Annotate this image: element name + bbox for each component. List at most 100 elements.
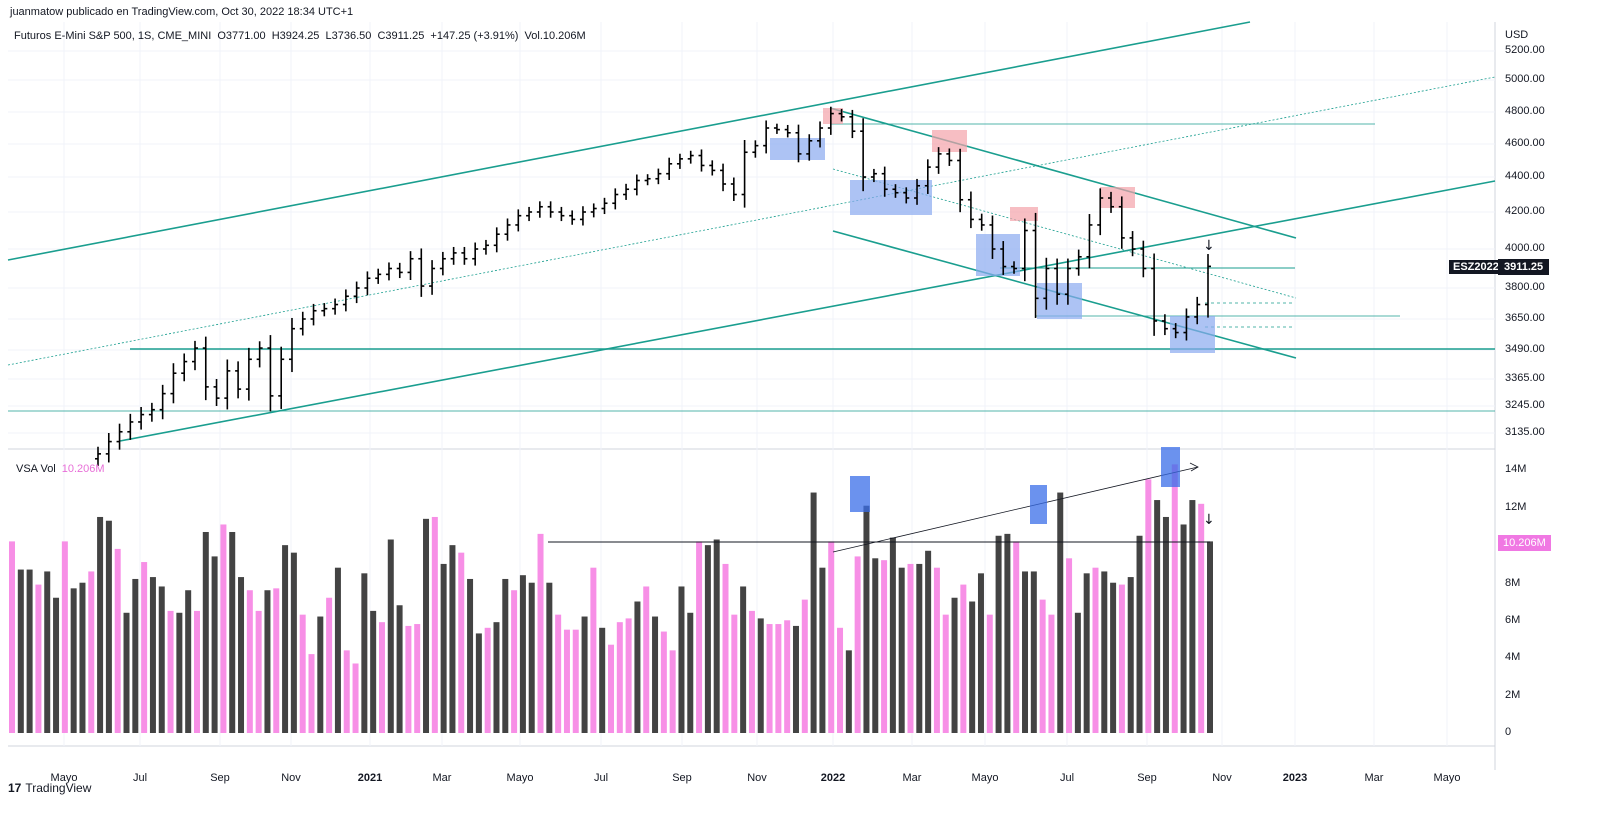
volume-bar (537, 533, 544, 733)
volume-bar (960, 584, 967, 733)
ohlc-bar (1172, 323, 1179, 339)
vsa-highlight-box (850, 476, 870, 512)
volume-bar (845, 650, 852, 733)
volume-bar (26, 569, 33, 733)
volume-bar (158, 586, 165, 733)
time-tick-label: Mayo (1433, 772, 1461, 784)
volume-bar (837, 627, 844, 733)
time-tick-label: Nov (1212, 772, 1232, 784)
volume-bar (458, 552, 465, 733)
volume-bar (405, 625, 412, 733)
volume-tick-label: 8M (1505, 577, 1521, 589)
volume-bar (1118, 584, 1125, 733)
brand-name: TradingView (25, 781, 92, 795)
volume-bar (484, 627, 491, 733)
ohlc-bar (536, 201, 543, 218)
ohlc-bar (1011, 261, 1018, 274)
ohlc-bar (418, 248, 425, 297)
volume-bar (423, 518, 430, 733)
ohlc-bar (1118, 196, 1125, 249)
volume-tick-label: 4M (1505, 651, 1521, 663)
time-tick-label: Jul (1059, 772, 1075, 784)
ohlc-bar (1075, 249, 1082, 276)
ohlc-bar (1161, 314, 1168, 336)
volume-bar (995, 535, 1002, 733)
volume-bar (801, 599, 808, 733)
volume-bar (951, 597, 958, 733)
volume-bar (731, 614, 738, 733)
ohlc-bar (795, 124, 802, 163)
ohlc-bar (385, 262, 392, 281)
volume-bar (1013, 541, 1020, 733)
volume-bar (704, 545, 711, 733)
volume-bar (1171, 464, 1178, 733)
volume-bar (881, 560, 888, 733)
volume-bar (555, 614, 562, 733)
time-tick-label: Nov (281, 772, 301, 784)
ohlc-bar (321, 303, 328, 317)
volume-bar (255, 610, 262, 733)
ohlc-bar (569, 210, 576, 225)
ohlc-bar (267, 335, 274, 412)
down-arrow-icon: ↓ (1203, 238, 1215, 254)
ohlc-bar (504, 218, 511, 241)
ohlc-bar (838, 108, 845, 122)
volume-bar (608, 644, 614, 733)
vsa-highlight-box (1030, 485, 1047, 524)
vsa-value: 10.206M (61, 463, 105, 475)
price-tick-label: 4000.00 (1505, 242, 1545, 254)
volume-bar (352, 663, 359, 733)
ohlc-legend: Futuros E-Mini S&P 500, 1S, CME_MINI O37… (14, 30, 589, 42)
volume-bar (907, 563, 914, 733)
ohlc-bar (202, 336, 209, 401)
volume-bar (757, 618, 764, 733)
ohlc-bar (687, 150, 694, 164)
ohlc-bar (957, 148, 964, 213)
volume-tick-label: 14M (1505, 463, 1527, 475)
volume-bar (511, 590, 518, 733)
ohlc-bar (235, 361, 242, 399)
time-tick-label: Mar (902, 772, 922, 784)
volume-bar (1162, 516, 1169, 733)
volume-bar (431, 516, 438, 733)
price-tick-label: 4800.00 (1505, 105, 1545, 117)
ohlc-bar (159, 384, 166, 420)
tradingview-mark-icon: 17 (8, 781, 22, 795)
ohlc-bar (849, 109, 856, 139)
high-value: H3924.25 (271, 30, 320, 42)
vsa-name: VSA Vol (16, 463, 56, 475)
volume-bar (1180, 524, 1187, 733)
price-tick-label: 4400.00 (1505, 170, 1545, 182)
ohlc-bar (396, 262, 403, 279)
volume-bar (1154, 500, 1161, 733)
volume-bar (35, 584, 42, 733)
volume-bar (766, 624, 773, 733)
vsa-highlight-box (1161, 447, 1180, 487)
volume-bar (1189, 500, 1196, 733)
ohlc-bar (590, 203, 597, 218)
ohlc-bar (1129, 231, 1136, 257)
ohlc-bar (299, 311, 306, 336)
volume-bar (1136, 535, 1143, 733)
volume-bar (872, 558, 879, 733)
ohlc-bar (1064, 258, 1071, 305)
price-tick-label: 3490.00 (1505, 343, 1545, 355)
ohlc-bar (784, 124, 791, 138)
time-tick-label: 2022 (820, 772, 846, 784)
demand-zone (770, 138, 825, 160)
tradingview-logo[interactable]: 17 TradingView (8, 781, 91, 795)
volume-bar (141, 562, 148, 733)
ohlc-bar (191, 340, 198, 371)
ohlc-bar (472, 242, 479, 266)
ohlc-bar (612, 188, 619, 210)
volume-bar (1057, 492, 1064, 733)
volume-bar (819, 567, 826, 733)
ohlc-bar (105, 433, 112, 463)
ohlc-bar (493, 227, 500, 253)
time-tick-label: Mar (432, 772, 452, 784)
last-price-badge: 3911.25 (1498, 259, 1550, 275)
ohlc-bar (1032, 212, 1039, 318)
ohlc-bar (342, 289, 349, 312)
volume-bar (916, 563, 923, 733)
